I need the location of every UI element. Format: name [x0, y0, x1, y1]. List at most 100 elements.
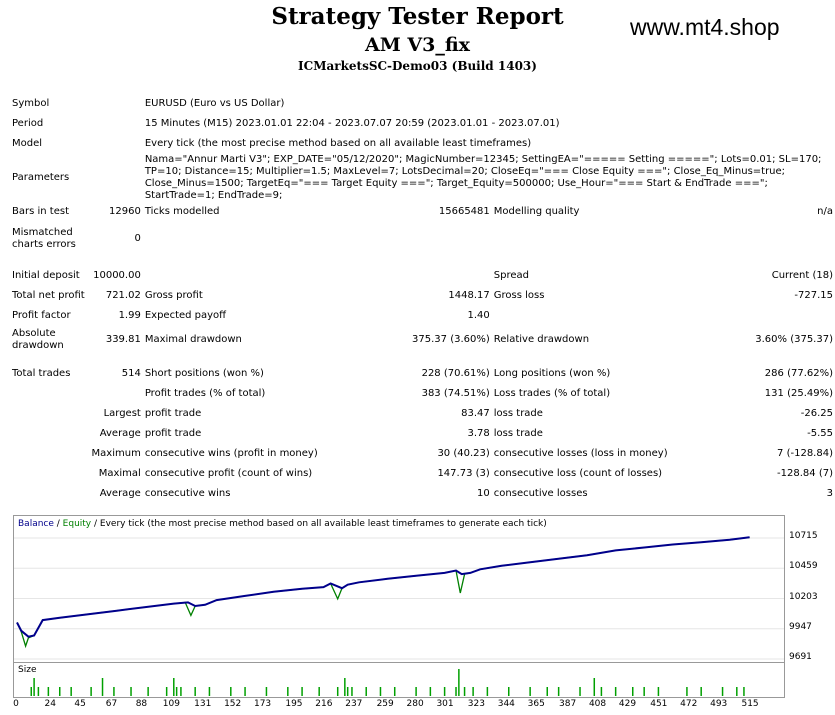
x-tick-label: 472	[680, 699, 698, 709]
x-tick-label: 387	[559, 699, 577, 709]
parameters-value: Nama="Annur Marti V3"; EXP_DATE="05/12/2…	[144, 154, 822, 201]
x-tick-label: 152	[224, 699, 242, 709]
grossprofit-label: Gross profit	[144, 290, 203, 301]
max-consec-losses-value: 7 (-128.84)	[777, 448, 833, 459]
x-tick-label: 429	[618, 699, 637, 709]
legend-separator: /	[53, 519, 63, 529]
row-maximal: Maximal consecutive profit (count of win…	[10, 464, 835, 484]
avg-consec-wins-label: consecutive wins	[144, 488, 231, 499]
legend-description: / Every tick (the most precise method ba…	[91, 519, 547, 529]
row-average-consec: Average consecutive wins 10 consecutive …	[10, 484, 835, 504]
deposit-label: Initial deposit	[12, 270, 80, 281]
pf-value: 1.99	[118, 310, 141, 321]
absdd-value: 339.81	[105, 334, 141, 345]
trades-value: 514	[121, 368, 141, 379]
parameters-label: Parameters	[12, 172, 70, 183]
report-server: ICMarketsSC-Demo03 (Build 1403)	[298, 59, 537, 73]
row-profitfactor: Profit factor 1.99 Expected payoff 1.40	[10, 306, 835, 326]
period-value: 15 Minutes (M15) 2023.01.01 22:04 - 2023…	[144, 118, 560, 129]
grossprofit-value: 1448.17	[448, 290, 490, 301]
largest-loss-label: loss trade	[493, 408, 543, 419]
row-maximum: Maximum consecutive wins (profit in mone…	[10, 444, 835, 464]
row-largest: Largest profit trade 83.47 loss trade -2…	[10, 404, 835, 424]
y-tick-label: 10203	[789, 591, 818, 602]
x-tick-label: 515	[741, 699, 759, 709]
x-tick-label: 24	[44, 699, 56, 709]
bars-value: 12960	[109, 206, 141, 217]
netprofit-label: Total net profit	[12, 290, 85, 301]
x-tick-label: 451	[650, 699, 668, 709]
report-table: Symbol EURUSD (Euro vs US Dollar) Period…	[10, 94, 835, 504]
x-tick-label: 45	[74, 699, 86, 709]
x-tick-label: 259	[376, 699, 394, 709]
x-tick-label: 280	[406, 699, 424, 709]
balance-plot	[14, 536, 784, 660]
row-bars: Bars in test 12960 Ticks modelled 156654…	[10, 202, 835, 222]
size-label: Size	[18, 665, 37, 675]
x-tick-label: 301	[436, 699, 454, 709]
x-tick-label: 88	[135, 699, 148, 709]
grossloss-value: -727.15	[794, 290, 833, 301]
report-subtitle: AM V3_fix	[365, 34, 470, 56]
trades-label: Total trades	[12, 368, 71, 379]
avg-consec-losses-label: consecutive losses	[493, 488, 588, 499]
largest-label: Largest	[103, 408, 141, 419]
report-title: Strategy Tester Report	[271, 3, 564, 30]
long-label: Long positions (won %)	[493, 368, 611, 379]
losstrades-value: 131 (25.49%)	[764, 388, 833, 399]
series-equity	[16, 536, 750, 649]
average-loss-value: -5.55	[807, 428, 833, 439]
quality-label: Modelling quality	[493, 206, 580, 217]
short-label: Short positions (won %)	[144, 368, 264, 379]
losstrades-label: Loss trades (% of total)	[493, 388, 611, 399]
grossloss-label: Gross loss	[493, 290, 545, 301]
x-tick-label: 237	[345, 699, 363, 709]
x-tick-label: 493	[710, 699, 728, 709]
series-balance	[16, 536, 750, 638]
bars-label: Bars in test	[12, 206, 69, 217]
y-tick-label: 10715	[789, 531, 818, 542]
average-profit-value: 3.78	[467, 428, 490, 439]
x-tick-label: 216	[315, 699, 333, 709]
avg-consec-losses-value: 3	[826, 488, 833, 499]
size-plot	[30, 669, 745, 696]
row-deposit: Initial deposit 10000.00 Spread Current …	[10, 266, 835, 286]
max-consec-loss-value: -128.84 (7)	[777, 468, 833, 479]
reldd-label: Relative drawdown	[493, 334, 590, 345]
ticks-value: 15665481	[438, 206, 490, 217]
period-label: Period	[12, 118, 44, 129]
x-tick-label: 408	[588, 699, 607, 709]
profittrades-label: Profit trades (% of total)	[144, 388, 266, 399]
y-tick-label: 9691	[789, 652, 812, 662]
maxdd-label: Maximal drawdown	[144, 334, 242, 345]
y-tick-label: 9947	[789, 621, 812, 632]
max-consec-wins-label: consecutive wins (profit in money)	[144, 448, 318, 459]
average-profit-label: profit trade	[144, 428, 202, 439]
row-period: Period 15 Minutes (M15) 2023.01.01 22:04…	[10, 114, 835, 134]
largest-loss-value: -26.25	[800, 408, 833, 419]
x-tick-label: 67	[105, 699, 118, 709]
x-tick-label: 195	[285, 699, 303, 709]
average2-label: Average	[99, 488, 141, 499]
spread-label: Spread	[493, 270, 529, 281]
max-consec-wins-value: 30 (40.23)	[437, 448, 490, 459]
row-drawdown: Absolute drawdown 339.81 Maximal drawdow…	[10, 326, 835, 354]
largest-profit-label: profit trade	[144, 408, 202, 419]
average-label: Average	[99, 428, 141, 439]
spread-value: Current (18)	[771, 270, 833, 281]
largest-profit-value: 83.47	[461, 408, 490, 419]
size-chart: Size	[13, 662, 785, 698]
maximum-label: Maximum	[91, 448, 141, 459]
max-consec-losses-label: consecutive losses (loss in money)	[493, 448, 668, 459]
payoff-value: 1.40	[467, 310, 490, 321]
x-tick-label: 173	[253, 699, 272, 709]
absdd-label: Absolute drawdown	[12, 328, 64, 351]
x-tick-label: 344	[497, 699, 515, 709]
x-tick-label: 0	[13, 699, 19, 709]
max-consec-profit-label: consecutive profit (count of wins)	[144, 468, 313, 479]
x-tick-label: 131	[194, 699, 212, 709]
symbol-label: Symbol	[12, 98, 50, 109]
row-model: Model Every tick (the most precise metho…	[10, 134, 835, 154]
chart-legend: Balance / Equity / Every tick (the most …	[18, 519, 547, 529]
row-profittrades: Profit trades (% of total) 383 (74.51%) …	[10, 384, 835, 404]
